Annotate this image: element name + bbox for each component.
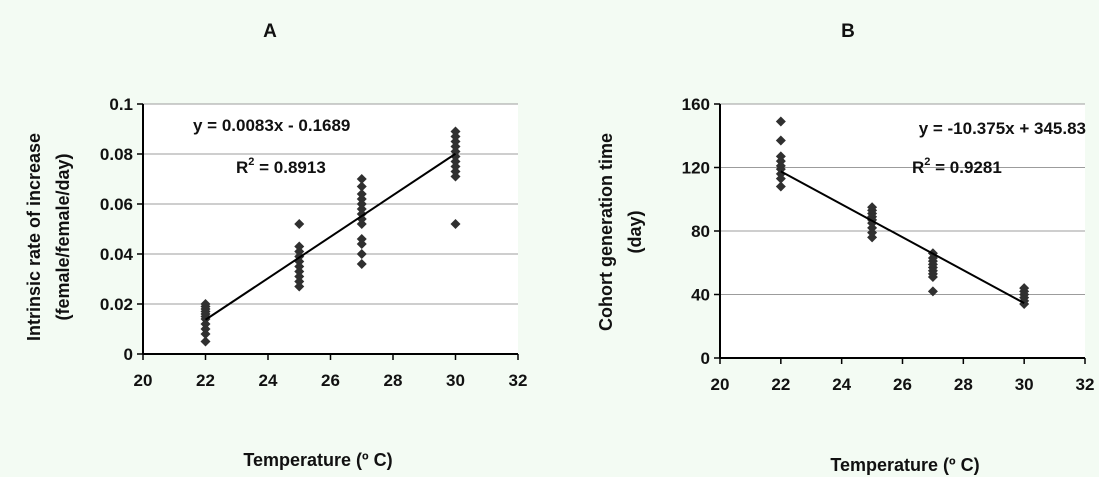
data-point — [867, 202, 878, 213]
x-tick-label: 30 — [1015, 375, 1034, 394]
data-point — [927, 286, 938, 297]
r-squared-prefix: R — [912, 158, 924, 177]
y-axis-title-line2: (female/female/day) — [53, 153, 73, 320]
x-tick-label: 26 — [321, 371, 340, 390]
data-point — [356, 234, 367, 244]
data-point — [356, 174, 367, 184]
r-squared-label: R2 = 0.9281 — [912, 156, 1002, 177]
x-tick-label: 28 — [954, 375, 973, 394]
data-point — [775, 151, 786, 162]
y-tick-label: 0 — [701, 349, 710, 368]
data-point — [775, 135, 786, 146]
y-axis-title-line1: Intrinsic rate of increase — [24, 133, 44, 341]
x-tick-label: 20 — [711, 375, 730, 394]
panel-title: A — [263, 21, 277, 42]
y-tick-label: 80 — [691, 222, 710, 241]
x-tick-label: 26 — [893, 375, 912, 394]
data-point — [775, 181, 786, 192]
r-squared-superscript: 2 — [248, 156, 254, 168]
plot-area — [143, 104, 518, 354]
trendline — [204, 152, 457, 321]
x-tick-label: 28 — [384, 371, 403, 390]
y-tick-label: 40 — [691, 286, 710, 305]
r-squared-label: R2 = 0.8913 — [236, 156, 326, 177]
data-point — [356, 189, 367, 199]
panel-a-chart: 0 0.02 0.04 0.06 0.08 0.1 20 22 24 26 28 30 32 A Tempe… — [24, 21, 527, 470]
data-point — [200, 336, 211, 347]
data-point — [775, 116, 786, 127]
data-point — [356, 249, 367, 259]
r-squared-value: = 0.8913 — [254, 158, 325, 177]
x-axis-title: Temperature (º C) — [830, 455, 979, 475]
panel-b-chart: 0 40 80 120 160 20 22 24 26 28 30 32 B Temperature (º… — [596, 21, 1094, 475]
regression-equation: y = -10.375x + 345.83 — [919, 119, 1086, 138]
r-squared-value: = 0.9281 — [930, 158, 1001, 177]
y-axis-title-line1: Cohort generation time — [596, 133, 616, 331]
trendline — [780, 170, 1025, 304]
data-point — [1019, 283, 1030, 294]
x-tick-label: 32 — [509, 371, 528, 390]
data-point — [450, 126, 461, 137]
y-tick-label: 0.04 — [100, 245, 134, 264]
x-tick-label: 24 — [832, 375, 851, 394]
r-squared-superscript: 2 — [924, 156, 930, 168]
y-tick-label: 0.06 — [100, 195, 133, 214]
y-tick-label: 160 — [682, 95, 710, 114]
r-squared-prefix: R — [236, 158, 248, 177]
y-axis-title-line2: (day) — [625, 210, 645, 253]
data-point — [356, 181, 367, 192]
data-point — [294, 219, 305, 229]
x-tick-label: 20 — [134, 371, 153, 390]
data-point — [294, 241, 305, 252]
x-tick-label: 24 — [259, 371, 278, 390]
y-tick-label: 0.02 — [100, 295, 133, 314]
x-tick-label: 32 — [1076, 375, 1095, 394]
y-tick-label: 0.1 — [109, 95, 133, 114]
data-point — [200, 299, 211, 309]
regression-equation: y = 0.0083x - 0.1689 — [193, 116, 350, 135]
y-tick-label: 0 — [124, 345, 133, 364]
x-tick-label: 30 — [446, 371, 465, 390]
data-point — [356, 259, 367, 269]
x-tick-label: 22 — [196, 371, 215, 390]
panel-title: B — [841, 21, 855, 42]
x-tick-label: 22 — [771, 375, 790, 394]
y-tick-label: 120 — [682, 159, 710, 178]
data-point — [450, 219, 461, 229]
y-tick-label: 0.08 — [100, 145, 133, 164]
x-axis-title: Temperature (º C) — [243, 450, 392, 470]
